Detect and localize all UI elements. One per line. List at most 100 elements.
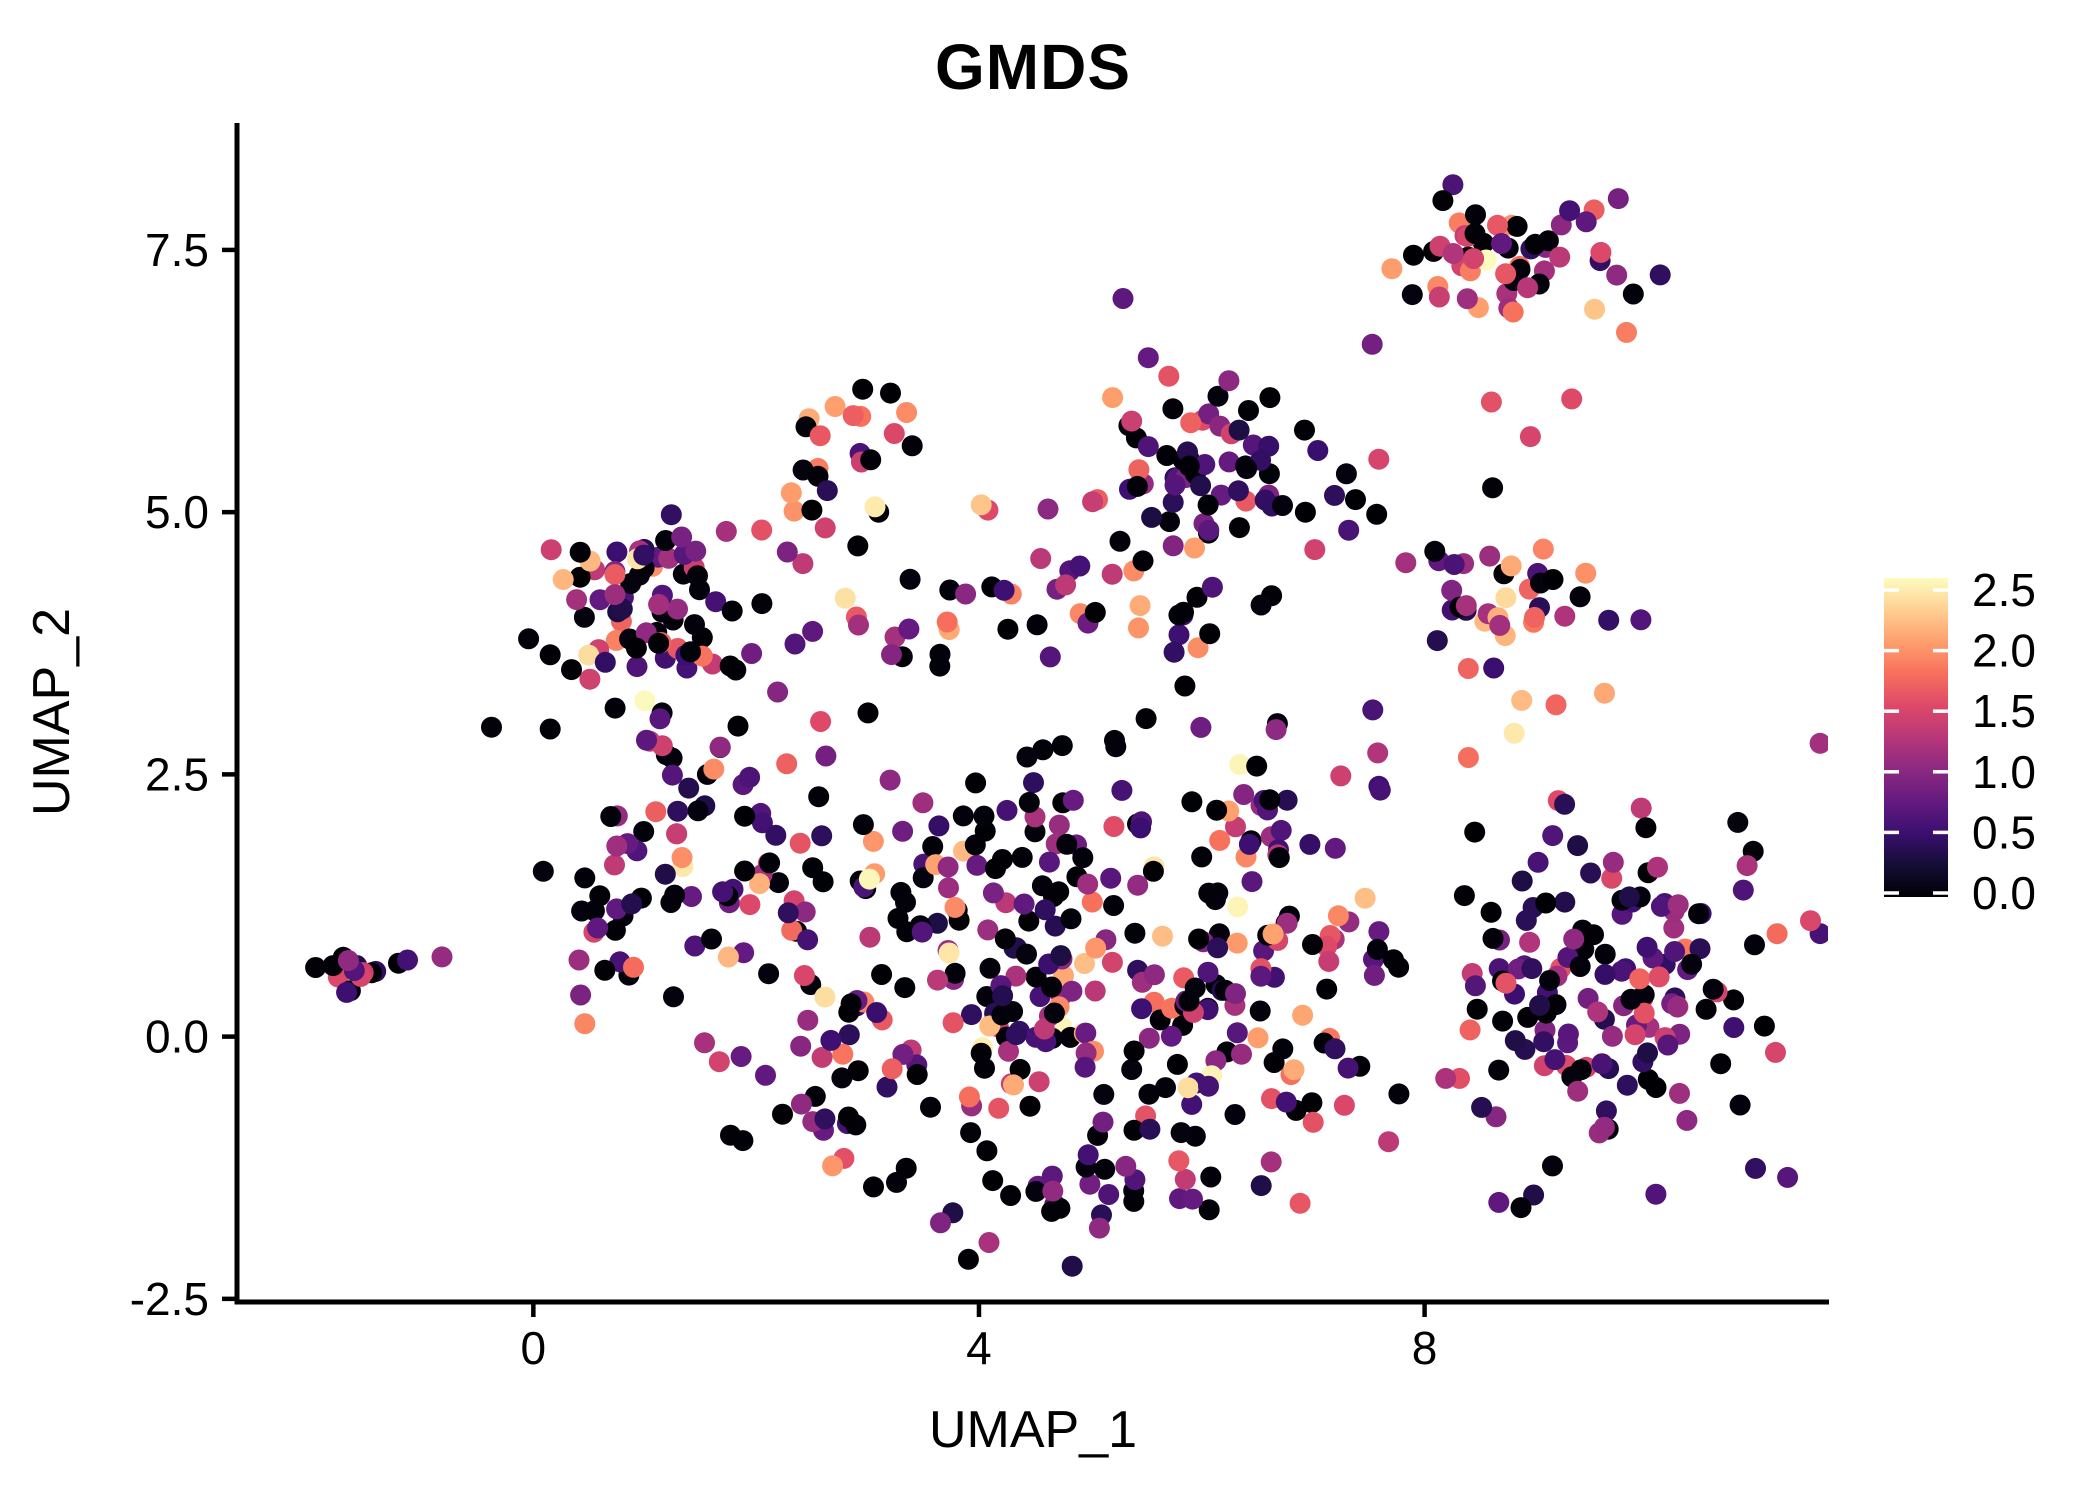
data-point — [703, 758, 725, 780]
data-point — [1464, 821, 1486, 843]
data-point — [1515, 909, 1537, 931]
data-point — [1554, 891, 1576, 913]
data-point — [1369, 779, 1391, 801]
data-point — [871, 964, 893, 985]
data-point — [1182, 1188, 1203, 1210]
data-point — [1236, 458, 1258, 480]
data-point — [840, 993, 862, 1015]
data-point — [939, 579, 961, 601]
data-point — [1637, 1068, 1659, 1090]
data-point — [1074, 1056, 1096, 1078]
data-point — [1584, 298, 1606, 320]
data-point — [1163, 641, 1185, 663]
data-point — [1345, 489, 1366, 511]
colorbar-tick-label: 0.5 — [1972, 806, 2036, 858]
data-point — [1198, 1199, 1220, 1221]
data-point — [901, 435, 923, 457]
data-point — [1727, 811, 1749, 833]
data-point — [1005, 965, 1027, 987]
data-point — [1464, 975, 1486, 997]
data-point — [1168, 624, 1190, 646]
data-point — [634, 690, 656, 712]
data-point — [1695, 998, 1717, 1020]
data-point — [838, 1106, 859, 1128]
data-point — [797, 1009, 819, 1031]
colorbar-legend: 2.5 2.0 1.5 1.0 0.5 0.0 — [1884, 564, 2036, 919]
data-point — [988, 1097, 1010, 1119]
data-point — [816, 480, 838, 502]
data-point — [1502, 301, 1524, 323]
data-point — [1174, 1168, 1196, 1190]
data-point — [569, 566, 591, 588]
data-point — [705, 591, 727, 613]
data-point — [1075, 1022, 1097, 1044]
data-point — [1137, 347, 1159, 369]
data-point — [1466, 998, 1488, 1020]
data-point — [518, 628, 540, 650]
data-point — [1250, 965, 1272, 987]
data-point — [1103, 895, 1125, 916]
data-point — [1616, 1074, 1638, 1096]
data-point — [649, 708, 671, 730]
data-point — [852, 814, 874, 836]
data-point — [1130, 817, 1152, 839]
data-point — [734, 805, 756, 827]
data-point — [783, 500, 805, 522]
data-point — [810, 711, 832, 732]
data-point — [712, 881, 734, 903]
data-point — [1268, 847, 1290, 869]
data-point — [1201, 576, 1223, 598]
data-point — [1664, 941, 1686, 962]
data-point — [1590, 241, 1612, 263]
data-point — [1304, 539, 1326, 561]
data-point — [1368, 448, 1390, 470]
data-point — [1338, 519, 1360, 541]
data-point — [776, 753, 798, 775]
data-point — [768, 872, 789, 894]
data-point — [1226, 932, 1248, 954]
data-point — [1324, 837, 1346, 859]
data-point — [926, 912, 948, 934]
data-point — [1250, 594, 1272, 616]
data-point — [604, 697, 626, 719]
data-point — [1637, 1042, 1658, 1064]
data-point — [1482, 927, 1504, 949]
data-point — [604, 564, 626, 585]
data-point — [1049, 1197, 1071, 1219]
data-point — [1162, 491, 1184, 513]
data-point — [1594, 682, 1615, 704]
data-point — [1209, 829, 1231, 851]
data-point — [570, 984, 592, 1006]
data-point — [955, 583, 977, 605]
data-point — [1381, 258, 1403, 280]
data-point — [1249, 1000, 1271, 1022]
data-point — [648, 593, 670, 615]
data-point — [1618, 886, 1640, 908]
data-point — [1487, 214, 1508, 236]
data-point — [1207, 937, 1229, 959]
data-point — [751, 593, 773, 615]
data-point — [1038, 851, 1060, 873]
data-point — [1688, 903, 1710, 925]
data-point — [864, 496, 886, 518]
data-point — [1162, 535, 1184, 557]
data-point — [997, 618, 1019, 640]
data-point — [397, 949, 418, 971]
data-point — [936, 611, 958, 633]
data-point — [1030, 548, 1052, 569]
data-point — [1141, 506, 1163, 528]
data-point — [1517, 277, 1539, 299]
data-point — [1104, 729, 1125, 751]
data-point — [1168, 1150, 1190, 1172]
data-point — [1218, 451, 1240, 473]
data-point — [1060, 908, 1082, 930]
data-point — [1138, 1027, 1160, 1049]
data-point — [1542, 1155, 1563, 1177]
data-point — [1800, 910, 1821, 932]
data-point — [966, 854, 988, 876]
data-point — [809, 425, 831, 447]
y-tick-label: 7.5 — [145, 224, 209, 276]
data-point — [1457, 747, 1479, 768]
data-point — [1594, 963, 1616, 985]
